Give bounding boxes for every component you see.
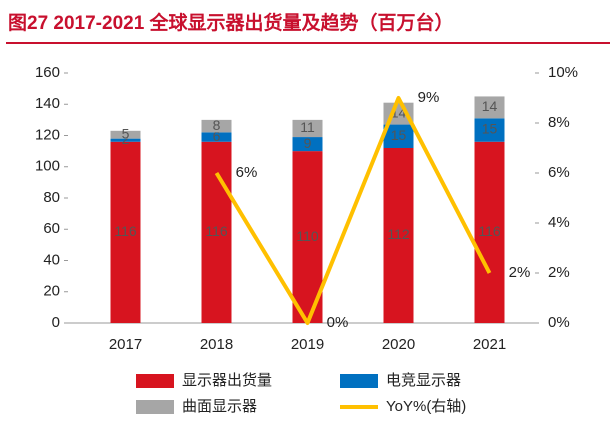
y2-tick-label: 8% [548, 114, 570, 131]
y-tick-label: 160 [35, 64, 60, 81]
x-tick-label: 2019 [291, 336, 324, 353]
bar-label: 14 [482, 98, 498, 114]
bar-segment [474, 96, 505, 119]
x-tick-label: 2020 [382, 336, 415, 353]
yoy-label: 9% [418, 89, 440, 106]
bar-label: 8 [213, 117, 221, 133]
chart-title: 图27 2017-2021 全球显示器出货量及趋势（百万台） [8, 11, 454, 34]
bar-label: 116 [114, 223, 137, 239]
bar-label: 9 [304, 135, 312, 151]
bar-segment [201, 132, 232, 142]
yoy-line [214, 96, 492, 325]
bar-segment [201, 119, 232, 133]
bar-label: 15 [391, 127, 407, 143]
bar-segment [201, 141, 232, 323]
y2-tick-label: 4% [548, 214, 570, 231]
bar-segment [292, 119, 323, 138]
bar-label: 110 [296, 228, 319, 244]
y2-tick-label: 10% [548, 64, 578, 81]
bar-segment [110, 130, 141, 139]
yoy-label: 2% [509, 264, 531, 281]
x-tick-label: 2018 [200, 336, 233, 353]
legend-label: YoY%(右轴) [386, 398, 466, 415]
bar-segment [292, 137, 323, 152]
bar-label: 112 [387, 226, 410, 242]
y-tick-label: 0 [52, 314, 60, 331]
bar-label: 2 [122, 131, 130, 147]
x-tick-label: 2017 [109, 336, 142, 353]
bar-label: 5 [122, 125, 130, 141]
y-tick-label: 120 [35, 126, 60, 143]
y2-tick-label: 0% [548, 314, 570, 331]
yoy-label: 6% [236, 164, 258, 181]
y-tick-label: 20 [43, 283, 60, 300]
legend-label: 电竞显示器 [386, 371, 461, 389]
bar-segment [383, 148, 414, 323]
bar-label: 116 [478, 223, 501, 239]
legend-label: 显示器出货量 [182, 372, 272, 389]
legend-swatch [136, 400, 174, 414]
legend-swatch [136, 374, 174, 388]
y2-tick-label: 2% [548, 264, 570, 281]
legend-swatch [340, 374, 378, 388]
bar-segment [474, 141, 505, 323]
yoy-label: 0% [327, 314, 349, 331]
bar-label: 11 [300, 119, 315, 135]
y-tick-label: 40 [43, 251, 60, 268]
y-tick-label: 140 [35, 95, 60, 112]
y-tick-label: 80 [43, 189, 60, 206]
bar-label: 15 [482, 121, 498, 137]
bar-label: 116 [205, 223, 228, 239]
y-tick-label: 60 [43, 220, 60, 237]
bar-segment [474, 118, 505, 142]
y-tick-label: 100 [35, 158, 60, 175]
legend-label: 曲面显示器 [182, 398, 257, 415]
bar-segment [110, 141, 141, 323]
y2-tick-label: 6% [548, 164, 570, 181]
x-tick-label: 2021 [473, 336, 506, 353]
bar-label: 6 [213, 128, 221, 144]
bar-segment [110, 138, 141, 142]
bar-segment [383, 124, 414, 148]
